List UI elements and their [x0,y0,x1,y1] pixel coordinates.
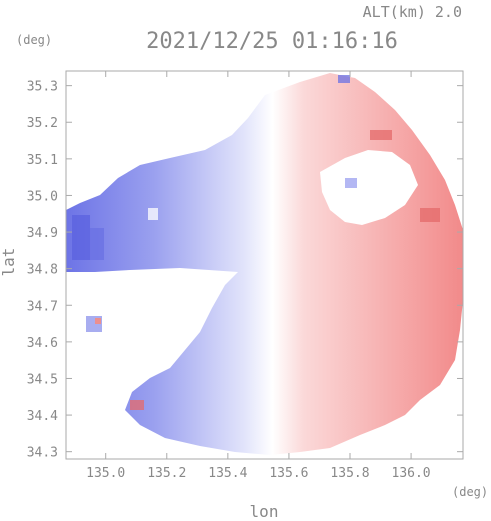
chart-title: 2021/12/25 01:16:16 [146,29,398,54]
x-axis: 135.0 135.2 135.4 135.6 135.8 136.0 [86,71,431,481]
y-axis: 34.3 34.4 34.5 34.6 34.7 34.8 34.9 35.0 35.1 35.2… [27,80,463,461]
chart-subtitle: ALT(km) 2.0 [363,3,462,21]
y-tick-label: 35.2 [27,116,58,131]
y-tick-label: 35.0 [27,189,58,204]
x-axis-unit: (deg) [452,485,488,499]
x-tick-label: 135.2 [147,466,186,481]
y-tick-label: 34.8 [27,263,58,278]
echo-region-main [66,73,463,455]
x-tick-label: 135.6 [269,466,308,481]
x-tick-label: 135.0 [86,466,125,481]
y-tick-label: 35.3 [27,80,58,95]
x-axis-label: lon [250,502,279,521]
y-tick-label: 34.5 [27,372,58,387]
y-tick-label: 34.7 [27,299,58,314]
y-tick-label: 35.1 [27,153,58,168]
x-tick-label: 135.8 [330,466,369,481]
y-tick-label: 34.6 [27,336,58,351]
y-axis-label: lat [0,248,18,277]
y-tick-label: 34.4 [27,409,58,424]
x-tick-label: 136.0 [392,466,431,481]
speckles [72,75,440,410]
no-echo-pocket [320,150,418,225]
y-axis-unit: (deg) [16,33,52,47]
plot-frame [65,70,464,460]
y-tick-label: 34.3 [27,446,58,461]
velocity-field [66,73,463,455]
y-tick-label: 34.9 [27,226,58,241]
x-tick-label: 135.4 [208,466,247,481]
